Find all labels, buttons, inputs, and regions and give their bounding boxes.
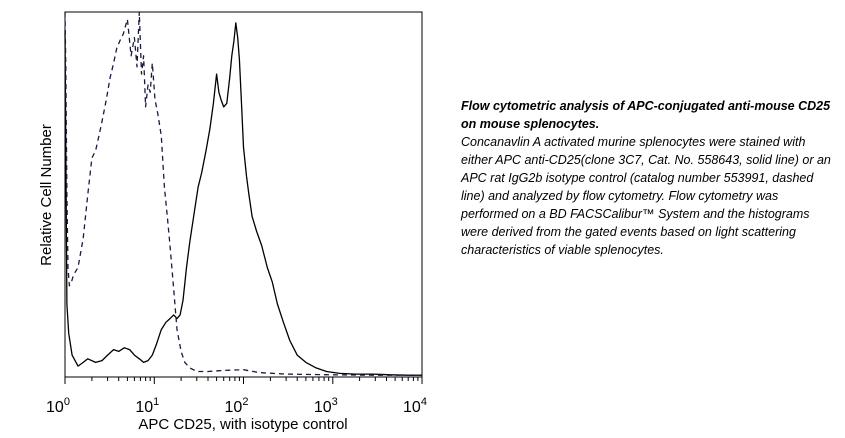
x-tick-label: 101 bbox=[135, 396, 159, 416]
x-tick-label: 104 bbox=[403, 396, 427, 416]
figure-caption: Flow cytometric analysis of APC-conjugat… bbox=[461, 97, 831, 259]
x-axis-ticks bbox=[64, 377, 423, 384]
caption-title: Flow cytometric analysis of APC-conjugat… bbox=[461, 99, 831, 131]
series-layer bbox=[64, 11, 422, 376]
x-tick-label: 100 bbox=[46, 396, 70, 416]
x-tick-label: 102 bbox=[225, 396, 249, 416]
x-axis-tick-labels: 100 101 102 103 104 bbox=[46, 396, 427, 416]
plot-frame bbox=[64, 11, 423, 378]
histogram-chart: 100 101 102 103 104 APC CD25, with isotype c… bbox=[38, 11, 427, 433]
x-axis-label: APC CD25, with isotype control bbox=[138, 416, 347, 433]
isotype-control-line bbox=[64, 11, 422, 376]
anti-cd25-line bbox=[64, 22, 422, 376]
x-tick-label: 103 bbox=[314, 396, 338, 416]
caption-body: Concanavlin A activated murine splenocyt… bbox=[461, 135, 831, 257]
y-axis-label: Relative Cell Number bbox=[38, 124, 55, 266]
